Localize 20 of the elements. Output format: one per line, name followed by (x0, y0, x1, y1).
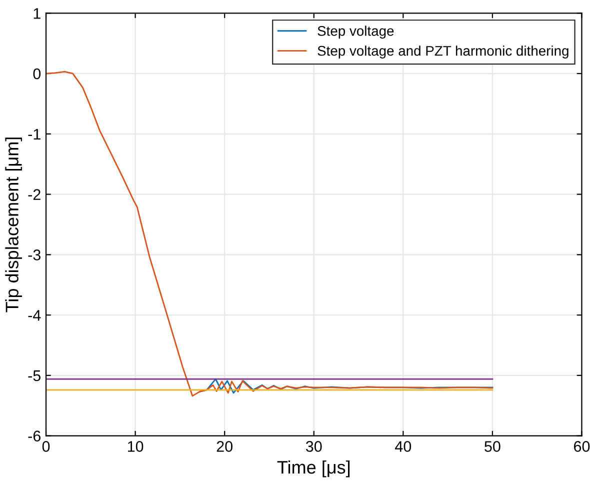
y-tick-label: -6 (28, 430, 40, 442)
y-tick-label: 0 (33, 68, 41, 80)
x-tick-label: 10 (128, 441, 144, 452)
legend-label: Step voltage and PZT harmonic dithering (318, 46, 568, 59)
x-tick-label: 60 (574, 441, 590, 452)
x-tick-label: 20 (216, 441, 232, 452)
y-tick-label: -1 (28, 128, 40, 140)
y-tick-label: -2 (28, 189, 40, 200)
line-series (46, 71, 494, 397)
x-tick-label: 0 (42, 441, 50, 452)
y-tick-label: -4 (28, 310, 41, 321)
y-tick-label: -5 (28, 370, 41, 382)
x-tick-label: 30 (306, 441, 322, 452)
y-tick-label: 1 (34, 8, 40, 19)
y-tick-label: -3 (28, 250, 40, 260)
y-axis-title: Tip displacement [μm] (5, 138, 22, 312)
x-tick-label: 50 (484, 441, 500, 452)
x-axis-title: Time [μs] (277, 460, 350, 478)
x-tick-label: 40 (395, 441, 412, 452)
legend-label: Step voltage (318, 26, 394, 39)
